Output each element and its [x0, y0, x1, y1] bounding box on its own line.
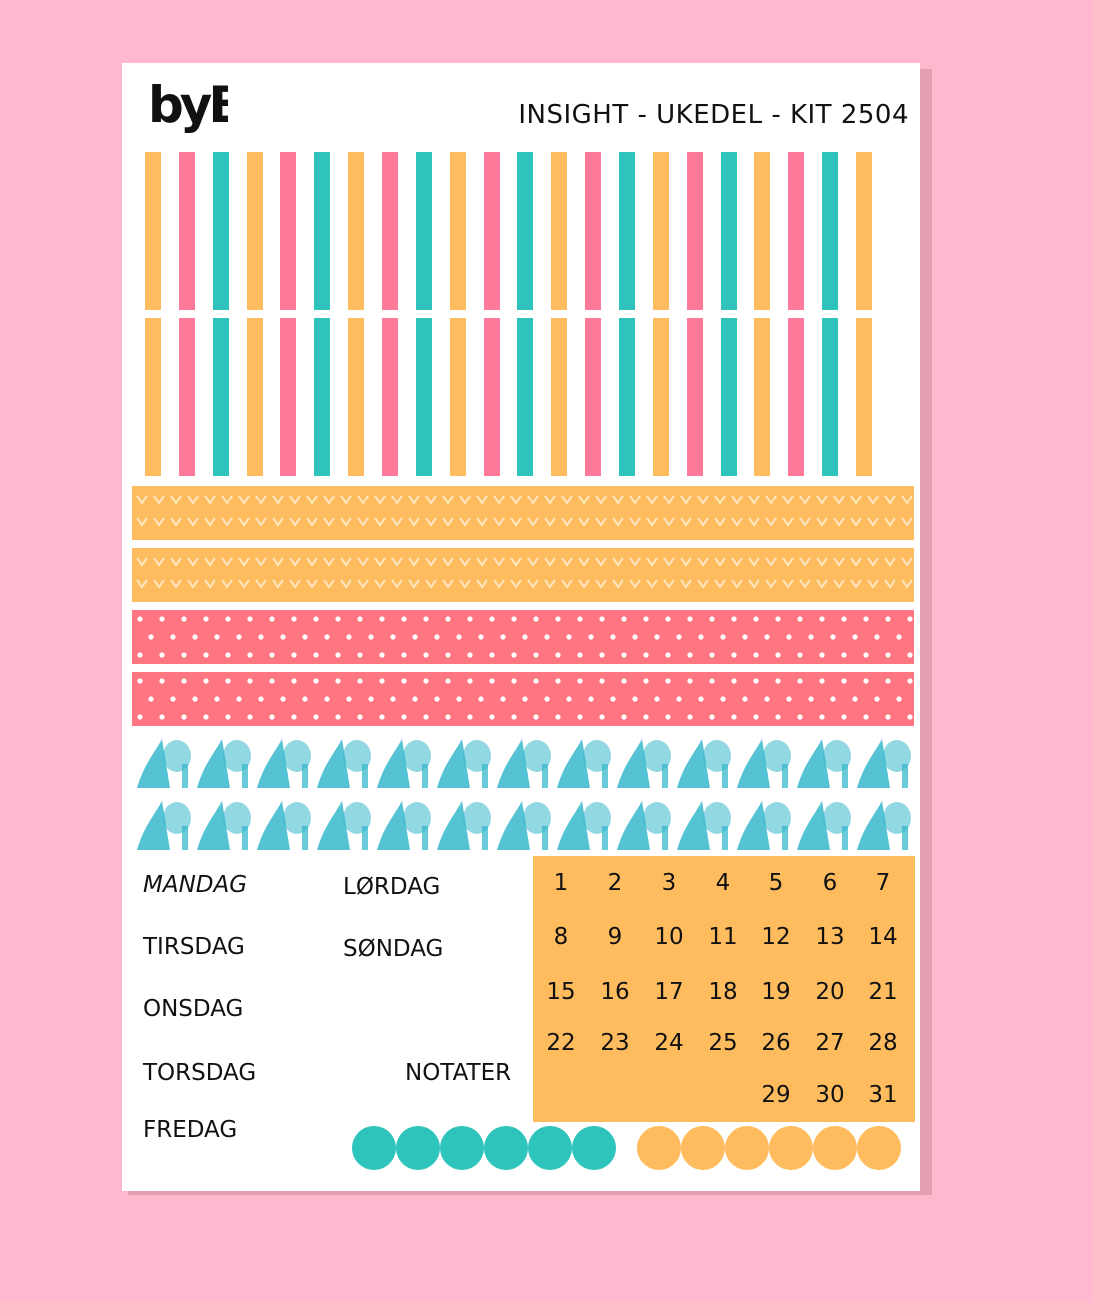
calendar-date[interactable]: 4 [715, 870, 731, 896]
dot-sticker-teal[interactable] [440, 1126, 484, 1170]
washi-pattern [132, 734, 914, 788]
dot-sticker-orange[interactable] [813, 1126, 857, 1170]
washi-pattern [132, 486, 914, 540]
calendar-date[interactable]: 30 [815, 1082, 845, 1108]
washi-strip-watercolor-2[interactable] [132, 796, 914, 850]
notater-label[interactable]: NOTATER [405, 1060, 512, 1086]
calendar-date[interactable]: 28 [868, 1030, 898, 1056]
calendar-date[interactable]: 24 [654, 1030, 684, 1056]
calendar-date[interactable]: 15 [546, 979, 576, 1005]
washi-strip-dots-2[interactable] [132, 672, 914, 726]
calendar-date[interactable]: 1 [553, 870, 569, 896]
calendar-date[interactable]: 11 [708, 924, 738, 950]
calendar-date[interactable]: 17 [654, 979, 684, 1005]
svg-text:byB: byB [148, 76, 228, 134]
day-label-fredag[interactable]: FREDAG [143, 1117, 238, 1143]
washi-pattern [132, 610, 914, 664]
washi-strip-dots-1[interactable] [132, 610, 914, 664]
dot-sticker-orange[interactable] [769, 1126, 813, 1170]
washi-pattern [132, 672, 914, 726]
day-label-mandag[interactable]: MANDAG [143, 872, 248, 898]
calendar-date[interactable]: 16 [600, 979, 630, 1005]
dot-sticker-teal[interactable] [396, 1126, 440, 1170]
day-label-lordag[interactable]: LØRDAG [343, 874, 441, 900]
day-label-tirsdag[interactable]: TIRSDAG [143, 934, 245, 960]
calendar-date[interactable]: 12 [761, 924, 791, 950]
dot-sticker-orange[interactable] [857, 1126, 901, 1170]
calendar-date[interactable]: 10 [654, 924, 684, 950]
calendar-date[interactable]: 5 [768, 870, 784, 896]
calendar-date[interactable]: 21 [868, 979, 898, 1005]
day-label-torsdag[interactable]: TORSDAG [143, 1060, 257, 1086]
calendar-date[interactable]: 27 [815, 1030, 845, 1056]
calendar-date[interactable]: 14 [868, 924, 898, 950]
brand-logo: byB [148, 76, 228, 134]
washi-strip-hearts-2[interactable] [132, 548, 914, 602]
day-label-onsdag[interactable]: ONSDAG [143, 996, 244, 1022]
dot-sticker-orange[interactable] [681, 1126, 725, 1170]
washi-strip-watercolor-1[interactable] [132, 734, 914, 788]
calendar-date[interactable]: 20 [815, 979, 845, 1005]
washi-pattern [132, 796, 914, 850]
calendar-date[interactable]: 8 [553, 924, 569, 950]
calendar-date[interactable]: 3 [661, 870, 677, 896]
dot-sticker-teal[interactable] [484, 1126, 528, 1170]
calendar-date[interactable]: 7 [875, 870, 891, 896]
dot-sticker-orange[interactable] [637, 1126, 681, 1170]
calendar-date[interactable]: 23 [600, 1030, 630, 1056]
calendar-date[interactable]: 13 [815, 924, 845, 950]
day-label-sondag[interactable]: SØNDAG [343, 936, 444, 962]
calendar-date[interactable]: 2 [607, 870, 623, 896]
calendar-date[interactable]: 19 [761, 979, 791, 1005]
calendar-date[interactable]: 25 [708, 1030, 738, 1056]
calendar-date[interactable]: 18 [708, 979, 738, 1005]
calendar-date[interactable]: 6 [822, 870, 838, 896]
dot-sticker-teal[interactable] [352, 1126, 396, 1170]
washi-pattern [132, 548, 914, 602]
calendar-date[interactable]: 22 [546, 1030, 576, 1056]
washi-strip-hearts-1[interactable] [132, 486, 914, 540]
sheet-title: INSIGHT - UKEDEL - KIT 2504 [518, 100, 909, 130]
date-calendar: 1 2 3 4 5 6 7 8 9 10 11 12 13 14 15 16 17 18 19 20 21 22 23 24 2… [533, 856, 915, 1122]
dot-sticker-teal[interactable] [572, 1126, 616, 1170]
dot-sticker-teal[interactable] [528, 1126, 572, 1170]
dot-sticker-orange[interactable] [725, 1126, 769, 1170]
calendar-date[interactable]: 26 [761, 1030, 791, 1056]
calendar-date[interactable]: 31 [868, 1082, 898, 1108]
calendar-date[interactable]: 29 [761, 1082, 791, 1108]
calendar-date[interactable]: 9 [607, 924, 623, 950]
